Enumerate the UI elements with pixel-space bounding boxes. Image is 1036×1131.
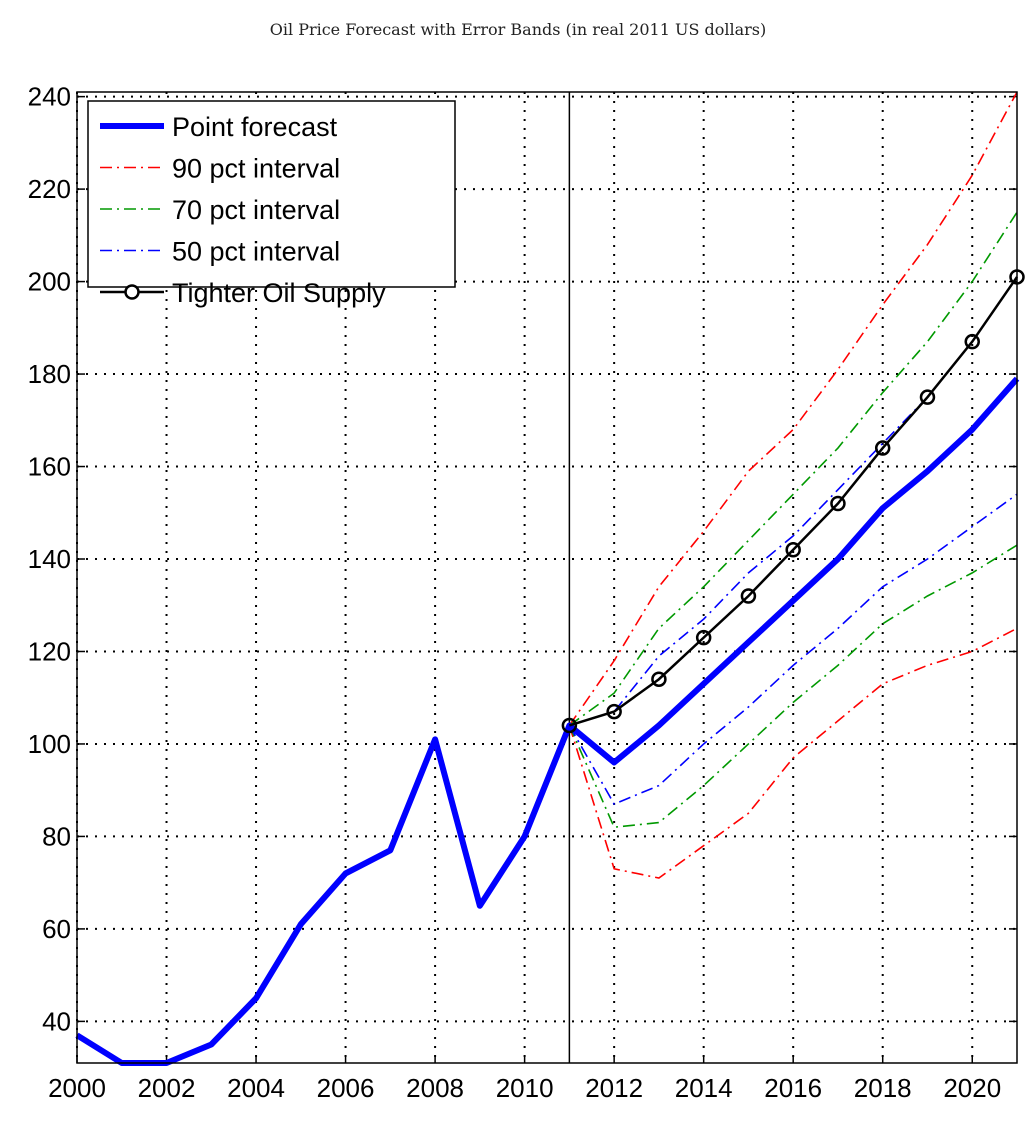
- x-tick-label: 2020: [943, 1073, 1001, 1103]
- tighter-supply-marker: [695, 629, 712, 646]
- y-tick-label: 180: [28, 359, 71, 389]
- y-tick-label: 240: [28, 82, 71, 112]
- legend-label: Tighter Oil Supply: [172, 278, 386, 308]
- x-tick-label: 2000: [48, 1073, 106, 1103]
- y-tick-label: 200: [28, 267, 71, 297]
- x-tick-label: 2018: [854, 1073, 912, 1103]
- tighter-supply-marker: [606, 703, 622, 720]
- y-tick-label: 120: [28, 636, 71, 666]
- legend: Point forecast 90 pct interval 70 pct inte…: [87, 100, 456, 308]
- band-lower-90-pct-interval: [568, 627, 1018, 879]
- legend-marker: [124, 284, 140, 300]
- band-lower-50-pct-interval: [568, 493, 1018, 806]
- tighter-supply-line: [569, 276, 1019, 727]
- y-tick-label: 40: [42, 1006, 71, 1036]
- legend-label: 70 pct interval: [172, 195, 340, 225]
- legend-box: [87, 100, 456, 288]
- tighter-supply-marker: [919, 389, 936, 405]
- plot-border: [76, 91, 1018, 1064]
- x-tick-label: 2006: [317, 1073, 375, 1103]
- legend-label: 50 pct interval: [172, 237, 340, 267]
- x-tick-label: 2008: [406, 1073, 464, 1103]
- band-lower-70-pct-interval: [568, 544, 1018, 829]
- y-tick-label: 100: [28, 729, 71, 759]
- x-tick-label: 2012: [585, 1073, 643, 1103]
- tighter-supply-marker: [785, 542, 801, 558]
- tighter-supply-marker: [830, 495, 846, 512]
- x-tick-label: 2004: [227, 1073, 285, 1103]
- y-tick-label: 80: [42, 821, 71, 851]
- tighter-supply-marker: [740, 588, 757, 604]
- band-upper-90-pct-interval: [568, 91, 1018, 726]
- x-tick-label: 2016: [764, 1073, 822, 1103]
- legend-label: 90 pct interval: [172, 154, 340, 184]
- x-tick-label: 2010: [496, 1073, 554, 1103]
- chart-title: Oil Price Forecast with Error Bands (in …: [269, 20, 767, 39]
- band-upper-70-pct-interval: [568, 211, 1018, 727]
- x-tick-label: 2002: [138, 1073, 196, 1103]
- tighter-supply-marker: [651, 671, 667, 687]
- tighter-supply-marker: [874, 440, 891, 456]
- point-forecast-line: [75, 376, 1020, 1066]
- y-tick-label: 60: [42, 914, 71, 944]
- y-tick-label: 220: [28, 174, 71, 204]
- tighter-supply-marker: [964, 333, 980, 350]
- x-tick-label: 2014: [675, 1073, 733, 1103]
- y-tick-label: 160: [28, 452, 71, 482]
- y-tick-label: 140: [28, 544, 71, 574]
- tighter-supply-marker: [561, 717, 578, 734]
- legend-label: Point forecast: [172, 112, 338, 142]
